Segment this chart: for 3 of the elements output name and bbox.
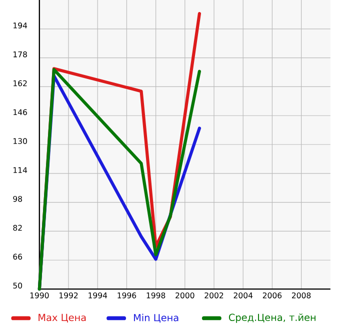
legend-label: Min Цена (134, 314, 178, 323)
legend-label: Сред.Цена, т.йен (228, 314, 316, 323)
legend-label: Max Цена (38, 314, 86, 323)
